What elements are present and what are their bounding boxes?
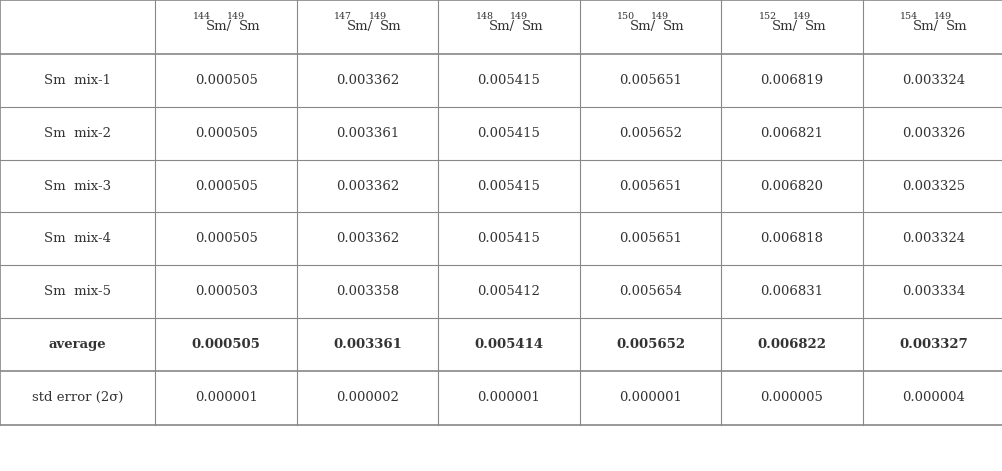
Text: 0.006820: 0.006820 — [760, 179, 823, 193]
Text: Sm/: Sm/ — [488, 20, 514, 32]
Text: std error (2σ): std error (2σ) — [32, 391, 123, 404]
Text: 0.003362: 0.003362 — [336, 232, 399, 245]
Text: 149: 149 — [509, 12, 527, 21]
Text: 0.000001: 0.000001 — [618, 391, 681, 404]
Text: 147: 147 — [334, 12, 352, 21]
Text: Sm: Sm — [521, 20, 543, 32]
Text: 144: 144 — [192, 12, 210, 21]
Text: 152: 152 — [758, 12, 776, 21]
Text: Sm  mix-5: Sm mix-5 — [44, 285, 111, 298]
Text: 0.000505: 0.000505 — [194, 74, 258, 87]
Text: Sm/: Sm/ — [347, 20, 373, 32]
Text: Sm/: Sm/ — [629, 20, 655, 32]
Text: 0.000503: 0.000503 — [194, 285, 258, 298]
Text: 0.003334: 0.003334 — [901, 285, 964, 298]
Text: 149: 149 — [792, 12, 810, 21]
Text: Sm  mix-1: Sm mix-1 — [44, 74, 111, 87]
Text: 149: 149 — [933, 12, 951, 21]
Text: Sm  mix-2: Sm mix-2 — [44, 127, 111, 140]
Text: 0.000001: 0.000001 — [194, 391, 258, 404]
Text: average: average — [49, 338, 106, 351]
Text: 0.005652: 0.005652 — [618, 127, 681, 140]
Text: 0.005415: 0.005415 — [477, 74, 540, 87]
Text: Sm/: Sm/ — [912, 20, 938, 32]
Text: 0.003361: 0.003361 — [333, 338, 402, 351]
Text: 0.005651: 0.005651 — [618, 232, 681, 245]
Text: 0.005414: 0.005414 — [474, 338, 543, 351]
Text: 0.006821: 0.006821 — [760, 127, 823, 140]
Text: Sm/: Sm/ — [771, 20, 797, 32]
Text: 0.005652: 0.005652 — [615, 338, 684, 351]
Text: Sm: Sm — [238, 20, 261, 32]
Text: 0.005651: 0.005651 — [618, 179, 681, 193]
Text: Sm  mix-3: Sm mix-3 — [44, 179, 111, 193]
Text: Sm: Sm — [945, 20, 967, 32]
Text: 149: 149 — [368, 12, 386, 21]
Text: Sm: Sm — [662, 20, 684, 32]
Text: 0.005415: 0.005415 — [477, 127, 540, 140]
Text: Sm: Sm — [804, 20, 826, 32]
Text: 0.006822: 0.006822 — [757, 338, 826, 351]
Text: 0.000001: 0.000001 — [477, 391, 540, 404]
Text: 0.000002: 0.000002 — [336, 391, 399, 404]
Text: 0.000505: 0.000505 — [194, 232, 258, 245]
Text: 0.003327: 0.003327 — [898, 338, 967, 351]
Text: 0.003326: 0.003326 — [901, 127, 964, 140]
Text: 149: 149 — [650, 12, 668, 21]
Text: Sm/: Sm/ — [205, 20, 231, 32]
Text: 0.005412: 0.005412 — [477, 285, 540, 298]
Text: 0.003325: 0.003325 — [901, 179, 964, 193]
Text: 0.006831: 0.006831 — [760, 285, 823, 298]
Text: 0.000005: 0.000005 — [760, 391, 823, 404]
Text: 154: 154 — [899, 12, 917, 21]
Text: 0.000505: 0.000505 — [194, 179, 258, 193]
Text: 0.003362: 0.003362 — [336, 74, 399, 87]
Text: 0.003361: 0.003361 — [336, 127, 399, 140]
Text: 0.003324: 0.003324 — [901, 232, 964, 245]
Text: 0.006818: 0.006818 — [760, 232, 823, 245]
Text: 150: 150 — [616, 12, 634, 21]
Text: Sm: Sm — [380, 20, 402, 32]
Text: 0.006819: 0.006819 — [760, 74, 823, 87]
Text: 0.000004: 0.000004 — [901, 391, 964, 404]
Text: 0.003362: 0.003362 — [336, 179, 399, 193]
Text: 0.003324: 0.003324 — [901, 74, 964, 87]
Text: 0.000505: 0.000505 — [194, 127, 258, 140]
Text: 0.005415: 0.005415 — [477, 232, 540, 245]
Text: 148: 148 — [475, 12, 493, 21]
Text: 0.005654: 0.005654 — [618, 285, 681, 298]
Text: 149: 149 — [226, 12, 244, 21]
Text: Sm  mix-4: Sm mix-4 — [44, 232, 111, 245]
Text: 0.005415: 0.005415 — [477, 179, 540, 193]
Text: 0.005651: 0.005651 — [618, 74, 681, 87]
Text: 0.003358: 0.003358 — [336, 285, 399, 298]
Text: 0.000505: 0.000505 — [191, 338, 261, 351]
